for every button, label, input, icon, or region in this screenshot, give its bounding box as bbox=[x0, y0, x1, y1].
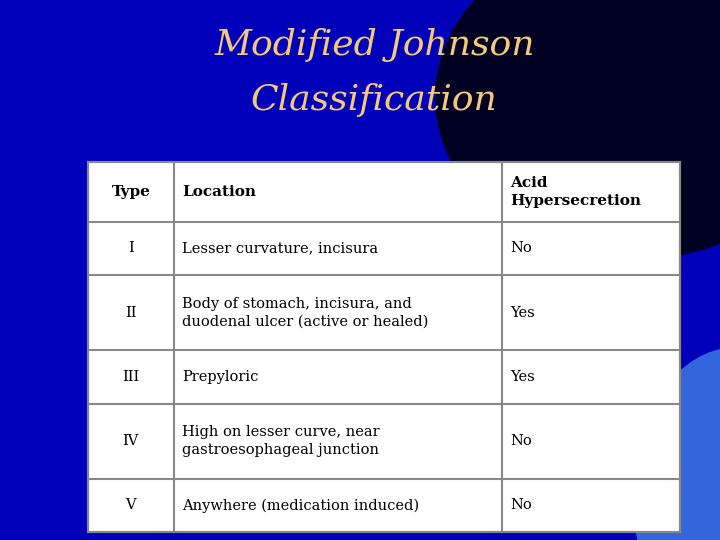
Ellipse shape bbox=[436, 0, 720, 259]
Text: No: No bbox=[510, 434, 532, 448]
Text: Yes: Yes bbox=[510, 370, 535, 384]
Text: III: III bbox=[122, 370, 140, 384]
Text: Classification: Classification bbox=[251, 83, 498, 117]
Text: High on lesser curve, near
gastroesophageal junction: High on lesser curve, near gastroesophag… bbox=[182, 425, 379, 457]
Ellipse shape bbox=[634, 348, 720, 540]
Text: Location: Location bbox=[182, 185, 256, 199]
Text: Yes: Yes bbox=[510, 306, 535, 320]
Text: Modified Johnson: Modified Johnson bbox=[214, 28, 535, 62]
Text: Body of stomach, incisura, and
duodenal ulcer (active or healed): Body of stomach, incisura, and duodenal … bbox=[182, 296, 428, 329]
Bar bbox=[88, 162, 680, 532]
Text: Acid
Hypersecretion: Acid Hypersecretion bbox=[510, 176, 642, 208]
Text: IV: IV bbox=[122, 434, 139, 448]
Text: II: II bbox=[125, 306, 137, 320]
Text: V: V bbox=[125, 498, 136, 512]
Text: No: No bbox=[510, 498, 532, 512]
Text: Type: Type bbox=[112, 185, 150, 199]
Text: Anywhere (medication induced): Anywhere (medication induced) bbox=[182, 498, 419, 512]
Text: Prepyloric: Prepyloric bbox=[182, 370, 258, 384]
Text: No: No bbox=[510, 241, 532, 255]
Text: I: I bbox=[128, 241, 134, 255]
Text: Lesser curvature, incisura: Lesser curvature, incisura bbox=[182, 241, 378, 255]
